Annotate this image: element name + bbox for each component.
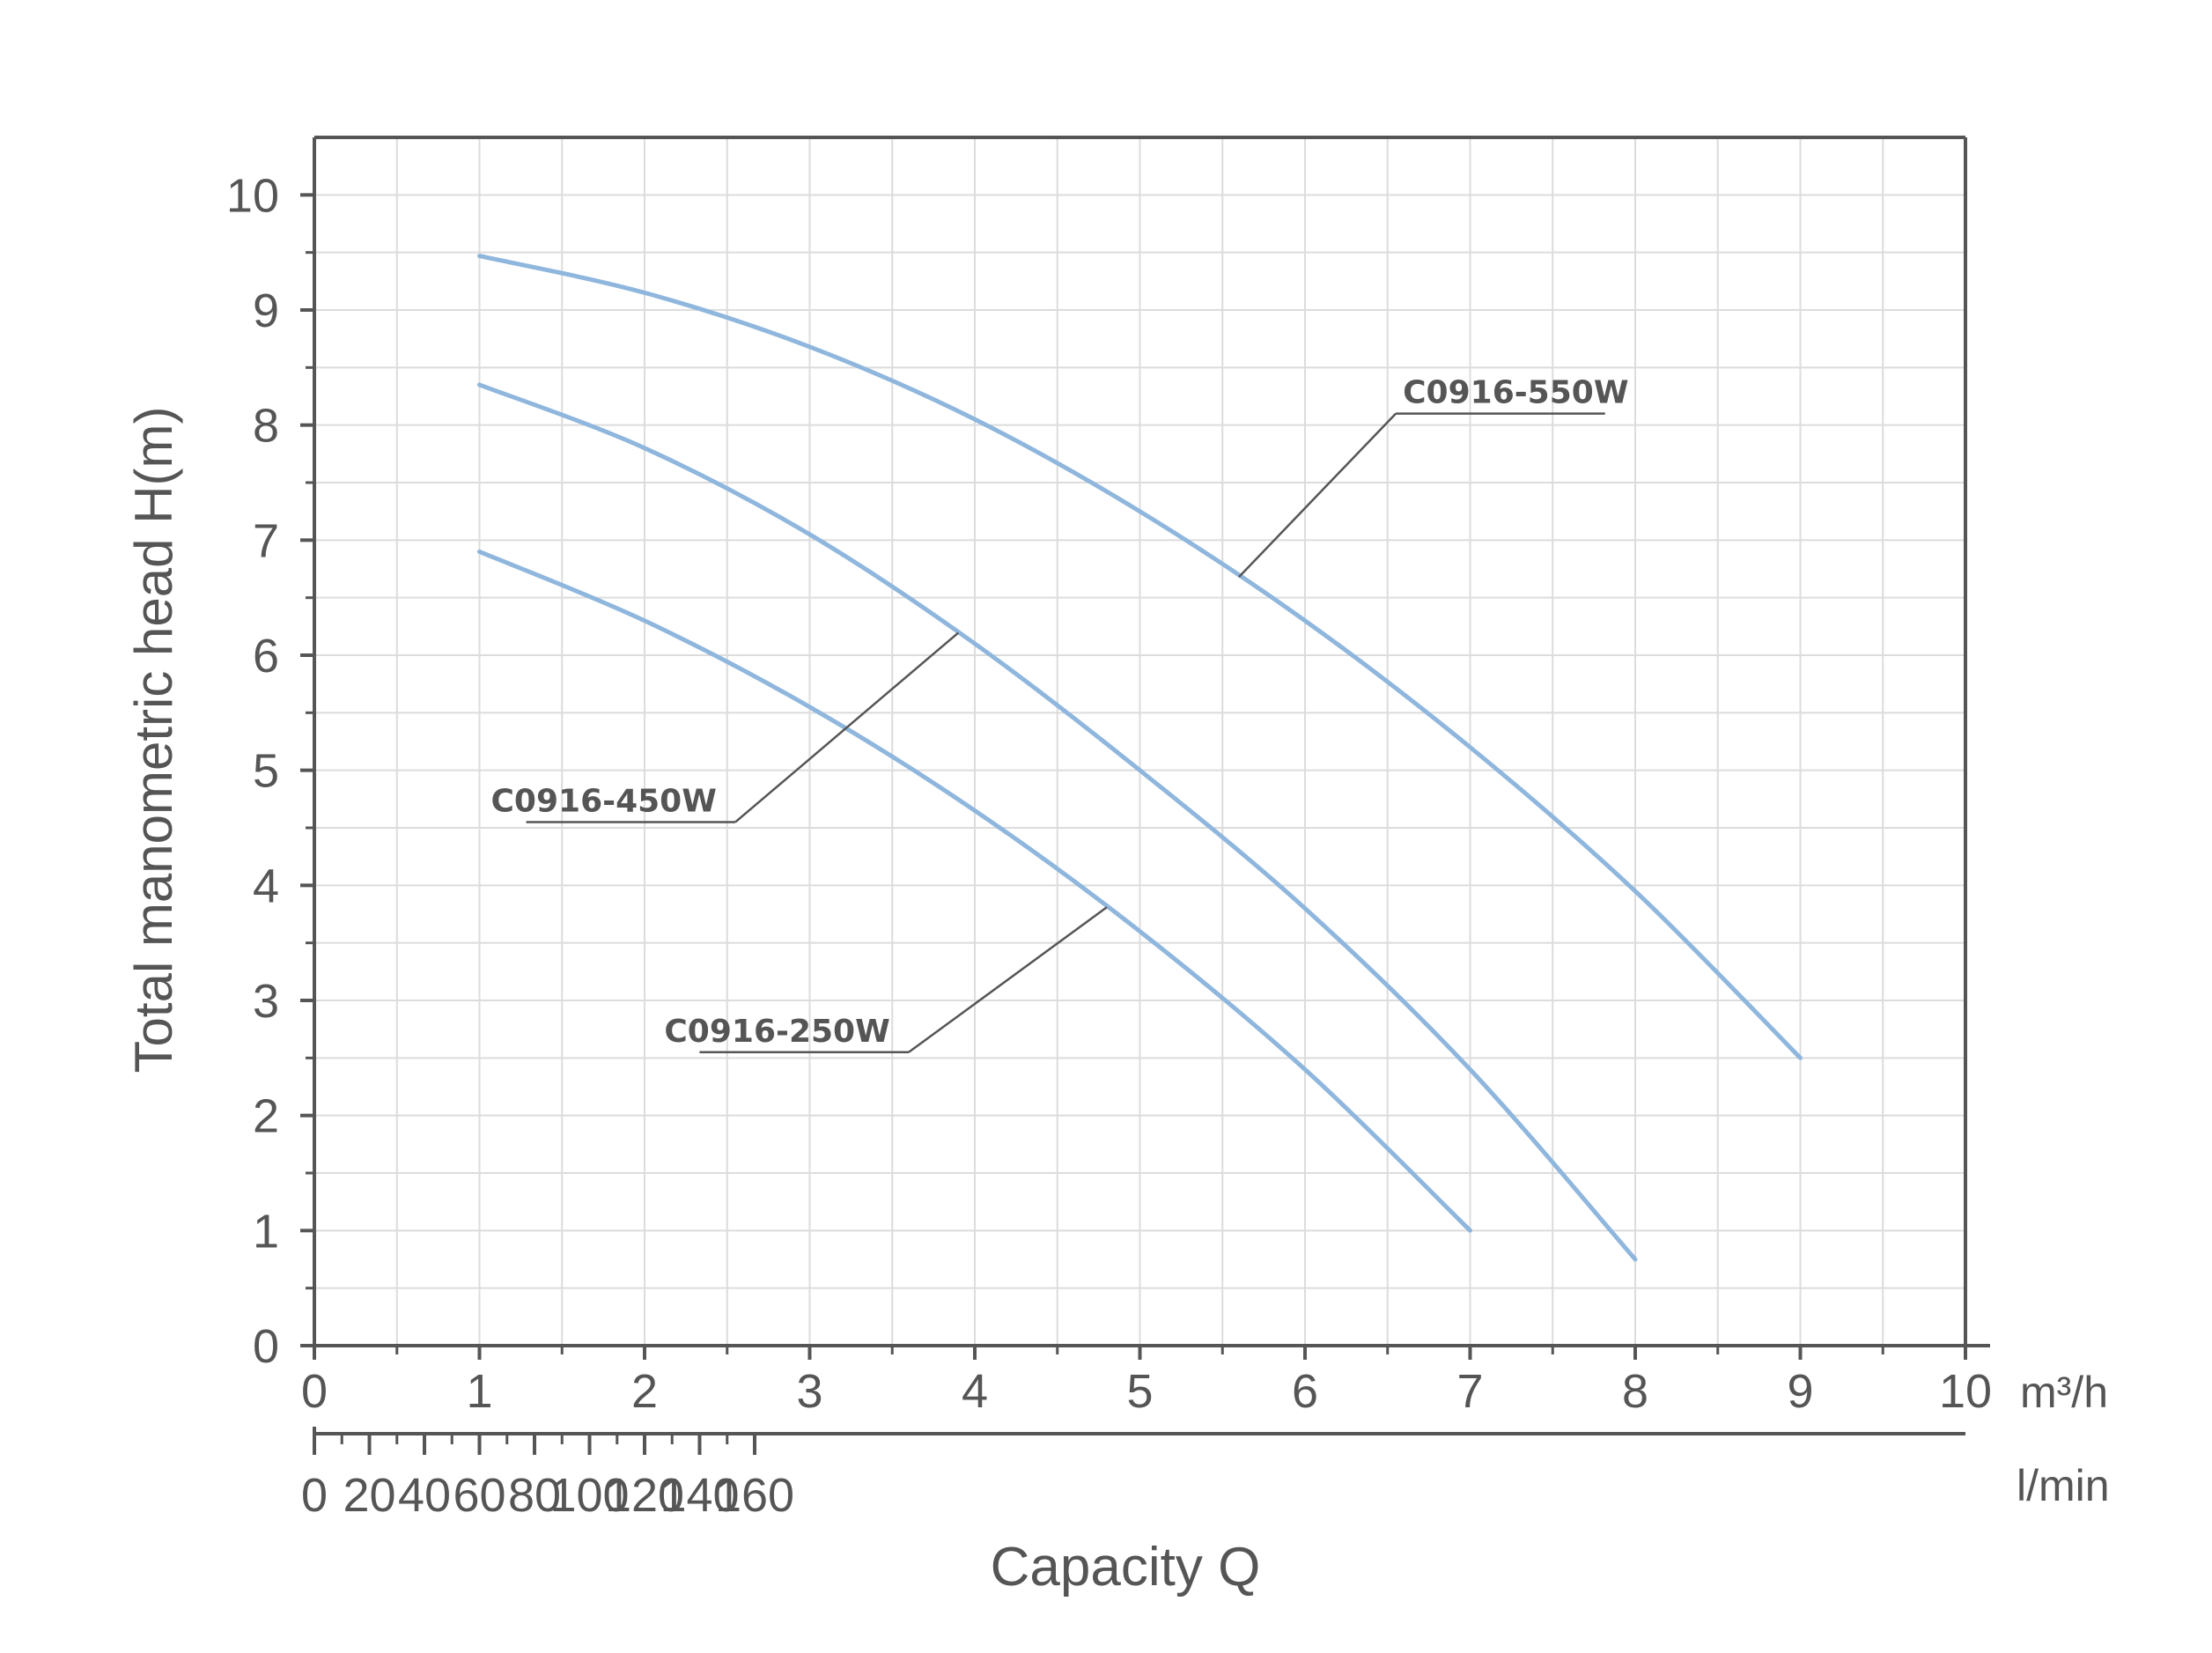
series-label-1: C0916-450W bbox=[491, 783, 717, 819]
x2-tick-label: 120 bbox=[605, 1469, 684, 1522]
series-line-0 bbox=[477, 254, 1803, 1060]
y-tick-label: 10 bbox=[226, 169, 279, 222]
series-label-0: C0916-550W bbox=[1403, 375, 1628, 411]
series-label-2: C0916-250W bbox=[664, 1014, 889, 1050]
x-tick-label: 4 bbox=[962, 1365, 988, 1418]
x2-tick-label: 60 bbox=[453, 1469, 505, 1522]
y-tick-label: 9 bbox=[253, 284, 279, 337]
x2-tick-label: 0 bbox=[301, 1469, 328, 1522]
y-tick-label: 7 bbox=[253, 514, 279, 567]
x-axis-title: Capacity Q bbox=[991, 1537, 1261, 1598]
x-tick-label: 1 bbox=[466, 1365, 492, 1418]
x2-tick-label: 80 bbox=[508, 1469, 561, 1522]
x2-tick-label: 100 bbox=[549, 1469, 629, 1522]
x2-tick-label: 140 bbox=[660, 1469, 739, 1522]
x-tick-label: 3 bbox=[796, 1365, 822, 1418]
x-tick-label: 8 bbox=[1622, 1365, 1648, 1418]
series-line-1 bbox=[477, 382, 1638, 1262]
x-unit-primary: m³/h bbox=[2020, 1368, 2108, 1417]
x-tick-label: 2 bbox=[631, 1365, 658, 1418]
grid bbox=[314, 137, 1965, 1346]
y-tick-label: 1 bbox=[253, 1205, 279, 1258]
series-lines bbox=[477, 254, 1803, 1262]
series-line-2 bbox=[477, 549, 1472, 1233]
y-axis-title: Total manometric head H(m) bbox=[124, 407, 183, 1074]
annotation-leader-1 bbox=[734, 631, 960, 823]
x-tick-label: 6 bbox=[1292, 1365, 1318, 1418]
x2-tick-label: 40 bbox=[398, 1469, 451, 1522]
y-tick-label: 2 bbox=[253, 1090, 279, 1143]
x2-tick-label: 20 bbox=[343, 1469, 395, 1522]
annotation-leader-2 bbox=[908, 906, 1108, 1053]
x-tick-label: 5 bbox=[1126, 1365, 1153, 1418]
annotations: C0916-550W C0916-450W C0916-250W bbox=[491, 375, 1629, 1054]
x2-tick-label: 160 bbox=[715, 1469, 794, 1522]
y-tick-label: 8 bbox=[253, 400, 279, 453]
x-tick-label: 10 bbox=[1939, 1365, 1992, 1418]
x-tick-label: 0 bbox=[301, 1365, 328, 1418]
annotation-leader-0 bbox=[1238, 412, 1397, 579]
y-tick-label: 6 bbox=[253, 630, 279, 683]
y-tick-label: 5 bbox=[253, 745, 279, 798]
x-tick-label: 9 bbox=[1787, 1365, 1813, 1418]
y-tick-label: 3 bbox=[253, 975, 279, 1028]
y-tick-label: 0 bbox=[253, 1320, 279, 1373]
x-tick-label: 7 bbox=[1456, 1365, 1483, 1418]
y-tick-label: 4 bbox=[253, 860, 279, 912]
x-unit-secondary: l/min bbox=[2017, 1461, 2110, 1510]
